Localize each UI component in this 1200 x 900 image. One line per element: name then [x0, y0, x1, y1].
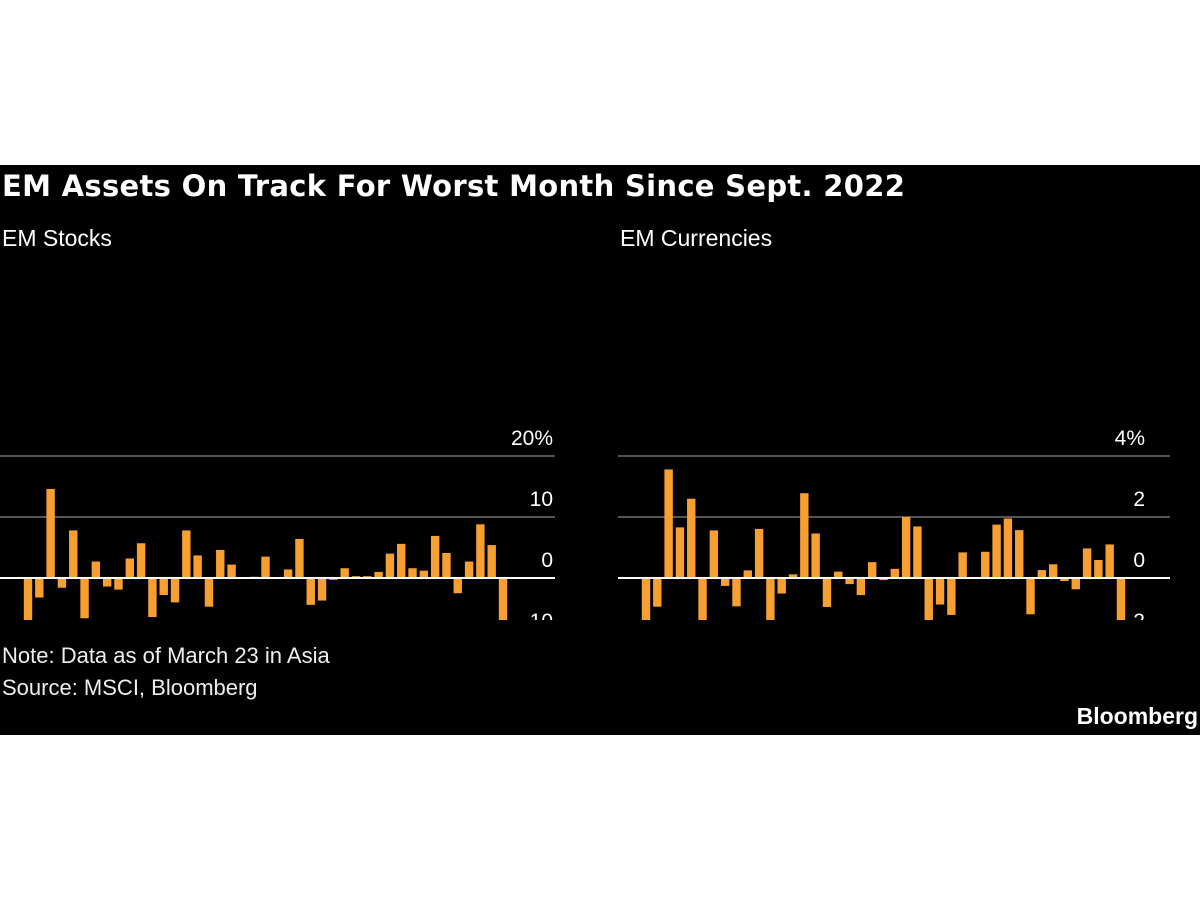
bar [935, 578, 945, 605]
bar [924, 578, 933, 620]
chart-panel: EM Assets On Track For Worst Month Since… [0, 165, 1200, 735]
bar [947, 578, 956, 615]
bar [442, 552, 451, 578]
bar [1060, 578, 1069, 582]
bar [1048, 564, 1058, 578]
y-tick-label: 4% [1115, 427, 1145, 450]
bar [811, 533, 820, 578]
bar [641, 578, 651, 620]
bar [182, 530, 191, 578]
bar [1026, 578, 1035, 615]
bar [69, 530, 78, 578]
bar [57, 578, 67, 588]
bar [890, 568, 900, 578]
bar [1094, 560, 1103, 578]
currencies-chart: 4%20-2-4Sept.2022March2026 [618, 427, 1170, 620]
bar [306, 578, 315, 605]
bar [295, 538, 304, 578]
y-tick-label: 0 [1133, 549, 1145, 572]
bar [148, 578, 157, 618]
bar [709, 530, 719, 578]
bar [193, 555, 202, 578]
bar [498, 578, 508, 620]
bar [698, 578, 707, 620]
bar [35, 578, 44, 598]
chart-title: EM Assets On Track For Worst Month Since… [2, 169, 906, 203]
bar [476, 524, 485, 578]
bar [777, 578, 786, 594]
bar [80, 578, 89, 619]
bar [374, 571, 383, 578]
bar [822, 578, 832, 607]
bar [125, 558, 134, 578]
bar [856, 578, 866, 596]
bar [170, 578, 180, 603]
bar [1105, 544, 1114, 578]
bar [1071, 578, 1080, 590]
bar [743, 570, 752, 578]
bar [653, 578, 662, 607]
bar [958, 552, 967, 578]
bar [227, 564, 236, 578]
bar [901, 517, 911, 578]
bar [464, 561, 474, 578]
bar [340, 568, 349, 578]
bar [766, 578, 775, 620]
y-tick-label: 2 [1133, 488, 1145, 511]
bar [1082, 548, 1092, 578]
bar [397, 543, 406, 578]
bar [91, 561, 101, 578]
bar [136, 543, 146, 578]
bar [23, 578, 33, 620]
bloomberg-logo: Bloomberg [1076, 703, 1198, 729]
bar [1003, 518, 1013, 578]
bar [317, 578, 327, 601]
bar [992, 524, 1001, 578]
bar [1116, 578, 1126, 620]
bar [687, 498, 696, 578]
stocks-chart: 20%100-10-20Sept.2022March2026 [0, 427, 555, 620]
currencies-subtitle: EM Currencies [620, 225, 773, 251]
bar [102, 578, 112, 587]
bar [788, 574, 798, 578]
bar [487, 545, 496, 578]
bar [1015, 530, 1024, 578]
bar [114, 578, 123, 590]
bar [453, 578, 462, 594]
bar [204, 578, 214, 607]
bar [46, 488, 55, 578]
y-tick-label: -2 [1126, 610, 1145, 620]
bar [664, 469, 673, 578]
bar [408, 568, 417, 578]
bar [283, 569, 293, 578]
bar [720, 578, 730, 586]
bar [754, 528, 764, 578]
bar [675, 527, 685, 578]
bar [913, 526, 922, 578]
bar [419, 570, 429, 578]
bar [834, 571, 843, 578]
bar [159, 578, 168, 596]
y-tick-label: -10 [523, 610, 553, 620]
bar [879, 578, 888, 581]
bar [1037, 570, 1047, 578]
bar [800, 493, 809, 578]
bar [261, 556, 270, 578]
y-tick-label: 20% [511, 427, 553, 450]
bar [385, 553, 395, 578]
bar [845, 578, 854, 585]
y-tick-label: 10 [530, 488, 553, 511]
note-text: Note: Data as of March 23 in Asia [2, 643, 330, 668]
source-text: Source: MSCI, Bloomberg [2, 675, 258, 700]
stocks-subtitle: EM Stocks [2, 225, 112, 251]
bar [867, 562, 877, 578]
bar [981, 551, 990, 578]
bar [732, 578, 741, 607]
bar [216, 549, 225, 578]
y-tick-label: 0 [541, 549, 553, 572]
bar [430, 535, 440, 578]
